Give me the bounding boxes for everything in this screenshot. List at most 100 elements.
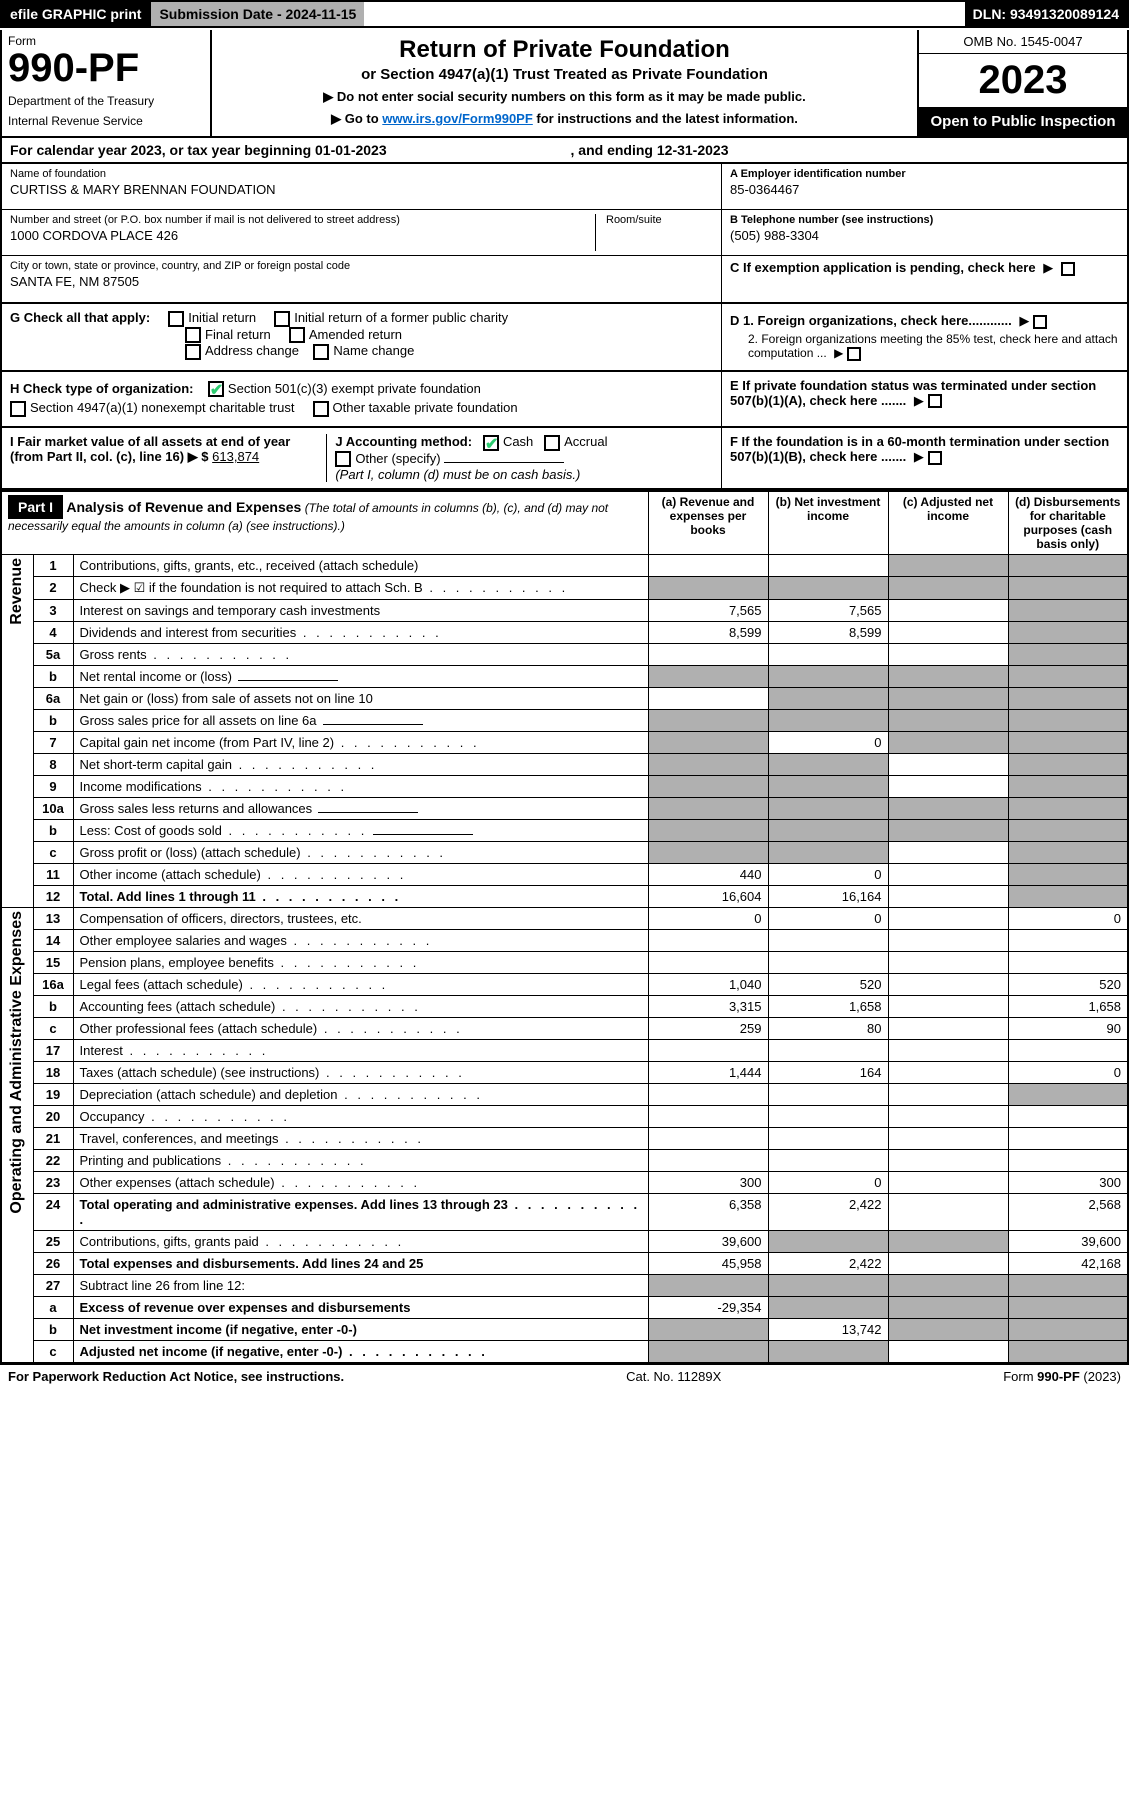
cell-value [768,842,888,864]
line-description: Less: Cost of goods sold [73,820,648,842]
j-other-chk[interactable] [335,451,351,467]
table-row: bAccounting fees (attach schedule)3,3151… [1,996,1128,1018]
table-row: 26Total expenses and disbursements. Add … [1,1253,1128,1275]
cell-value [888,908,1008,930]
table-row: bNet investment income (if negative, ent… [1,1319,1128,1341]
cell-value [648,798,768,820]
d1-label: D 1. Foreign organizations, check here..… [730,313,1012,328]
cell-value [888,754,1008,776]
g-final-return-chk[interactable] [185,327,201,343]
g-name-change-chk[interactable] [313,344,329,360]
footer: For Paperwork Reduction Act Notice, see … [0,1364,1129,1388]
block-g-d: G Check all that apply: Initial return I… [0,304,1129,372]
cell-value [888,996,1008,1018]
line-description: Subtract line 26 from line 12: [73,1275,648,1297]
table-row: 19Depreciation (attach schedule) and dep… [1,1084,1128,1106]
table-row: 12Total. Add lines 1 through 1116,60416,… [1,886,1128,908]
line-description: Excess of revenue over expenses and disb… [73,1297,648,1319]
form-url-link[interactable]: www.irs.gov/Form990PF [382,111,533,126]
cell-value: 1,658 [768,996,888,1018]
cell-value [888,886,1008,908]
g-address-change-chk[interactable] [185,344,201,360]
line-number: 13 [33,908,73,930]
g-initial-former-chk[interactable] [274,311,290,327]
line-number: 1 [33,555,73,577]
dln-label: DLN: 93491320089124 [965,2,1127,26]
d1-checkbox[interactable] [1033,315,1047,329]
address-cell: Number and street (or P.O. box number if… [2,210,721,256]
cell-value [888,1062,1008,1084]
cell-value [888,688,1008,710]
line-description: Gross sales price for all assets on line… [73,710,648,732]
block-i-j-f: I Fair market value of all assets at end… [0,428,1129,490]
table-row: 27Subtract line 26 from line 12: [1,1275,1128,1297]
info-grid: Name of foundation CURTISS & MARY BRENNA… [0,164,1129,304]
line-number: 23 [33,1172,73,1194]
table-row: bLess: Cost of goods sold [1,820,1128,842]
cell-value [648,710,768,732]
cell-value [1008,886,1128,908]
g-initial-return-chk[interactable] [168,311,184,327]
line-description: Dividends and interest from securities [73,622,648,644]
cell-value [648,776,768,798]
c-exemption-cell: C If exemption application is pending, c… [722,256,1127,302]
cell-value [648,930,768,952]
cell-value [768,930,888,952]
cell-value [888,600,1008,622]
cell-value: 90 [1008,1018,1128,1040]
table-row: 6aNet gain or (loss) from sale of assets… [1,688,1128,710]
cell-value [888,952,1008,974]
d2-checkbox[interactable] [847,347,861,361]
cell-value [888,577,1008,600]
calendar-year-row: For calendar year 2023, or tax year begi… [0,138,1129,164]
h-501c3-chk[interactable] [208,381,224,397]
cell-value [1008,1341,1128,1364]
omb-number: OMB No. 1545-0047 [919,30,1127,54]
line-description: Travel, conferences, and meetings [73,1128,648,1150]
j-cash-chk[interactable] [483,435,499,451]
h-other-taxable-chk[interactable] [313,401,329,417]
cell-value: 0 [768,864,888,886]
cell-value: 2,568 [1008,1194,1128,1231]
cell-value [648,842,768,864]
line-number: b [33,666,73,688]
line-number: 20 [33,1106,73,1128]
line-description: Net short-term capital gain [73,754,648,776]
open-public-label: Open to Public Inspection [919,107,1127,136]
line-description: Gross sales less returns and allowances [73,798,648,820]
cell-value: 1,658 [1008,996,1128,1018]
cell-value [648,1084,768,1106]
line-number: c [33,1341,73,1364]
cell-value: 0 [1008,908,1128,930]
line-number: 5a [33,644,73,666]
j-note: (Part I, column (d) must be on cash basi… [335,467,713,482]
line-description: Interest on savings and temporary cash i… [73,600,648,622]
cell-value [768,1106,888,1128]
header-subtitle: or Section 4947(a)(1) Trust Treated as P… [222,66,907,83]
j-accrual-chk[interactable] [544,435,560,451]
cell-value [1008,622,1128,644]
h-4947-chk[interactable] [10,401,26,417]
cell-value [768,798,888,820]
table-row: 2Check ▶ ☑ if the foundation is not requ… [1,577,1128,600]
cell-value: 39,600 [1008,1231,1128,1253]
cell-value [648,820,768,842]
cell-value [768,1128,888,1150]
line-number: b [33,710,73,732]
line-description: Taxes (attach schedule) (see instruction… [73,1062,648,1084]
cell-value: 259 [648,1018,768,1040]
line-description: Total. Add lines 1 through 11 [73,886,648,908]
cell-value [648,1128,768,1150]
c-checkbox[interactable] [1061,262,1075,276]
header: Form 990-PF Department of the Treasury I… [0,30,1129,138]
g-amended-chk[interactable] [289,327,305,343]
cell-value [1008,776,1128,798]
cell-value: 1,444 [648,1062,768,1084]
f-checkbox[interactable] [928,451,942,465]
cell-value: -29,354 [648,1297,768,1319]
e-checkbox[interactable] [928,394,942,408]
cell-value [888,974,1008,996]
table-row: 18Taxes (attach schedule) (see instructi… [1,1062,1128,1084]
table-row: 25Contributions, gifts, grants paid39,60… [1,1231,1128,1253]
cell-value [768,1150,888,1172]
